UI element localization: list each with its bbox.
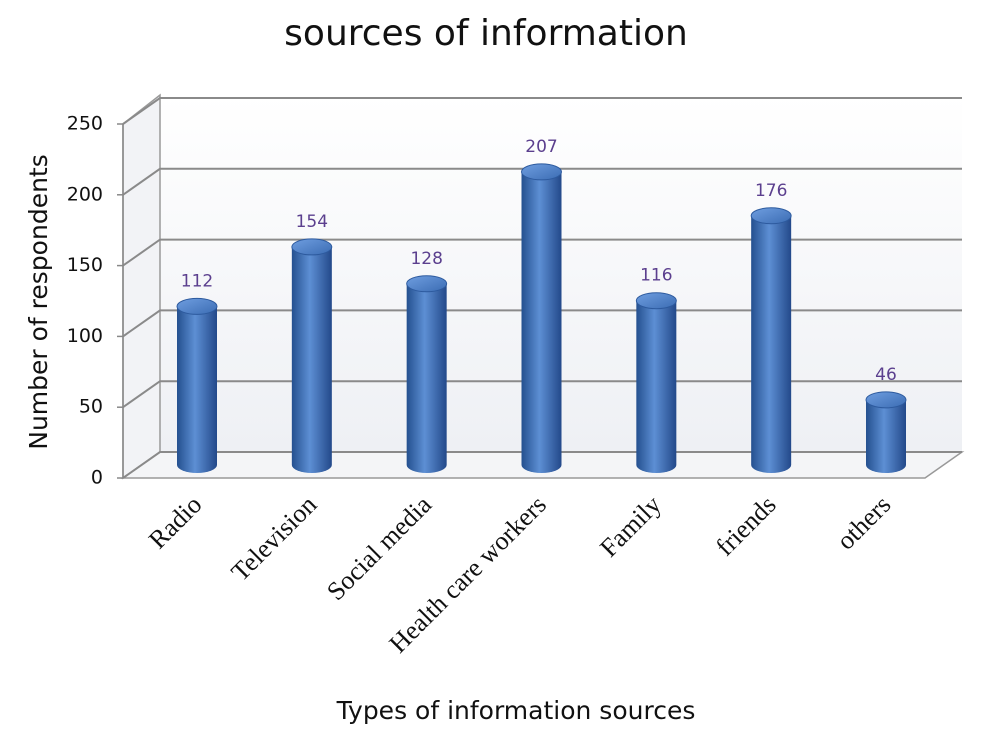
grid-line <box>122 309 962 338</box>
x-tick-label: Radio <box>143 490 207 554</box>
x-tick-label: others <box>831 490 896 555</box>
bar <box>866 399 906 473</box>
grid-line <box>122 167 962 196</box>
y-tick-label: 50 <box>79 396 103 418</box>
bar <box>751 215 792 473</box>
bar-cap <box>635 292 677 310</box>
grid: 0 50 100 150 200 250 <box>67 97 962 489</box>
bar <box>636 300 677 473</box>
grid-line <box>122 238 962 267</box>
bar <box>521 171 562 473</box>
value-label: 128 <box>410 249 442 269</box>
side-wall <box>122 93 161 480</box>
bar-cap <box>176 297 218 315</box>
value-label: 112 <box>181 271 213 291</box>
value-label: 154 <box>296 212 328 232</box>
bar-cap <box>750 207 792 225</box>
bar-cap <box>521 163 562 181</box>
x-tick-label: Television <box>225 490 322 587</box>
grid-line <box>122 97 962 125</box>
y-tick-label: 150 <box>67 254 103 276</box>
bar-cap <box>865 391 907 409</box>
value-label: 46 <box>875 365 897 385</box>
y-tick-label: 100 <box>67 325 103 347</box>
bar <box>291 246 332 473</box>
chart-title: sources of information <box>284 13 688 54</box>
bar <box>406 283 447 473</box>
x-axis-title: Types of information sources <box>336 696 696 725</box>
y-axis-title: Number of respondents <box>24 154 53 449</box>
grid-line <box>122 451 962 479</box>
y-tick-label: 250 <box>67 113 103 135</box>
bar-cap <box>291 238 333 256</box>
value-label: 176 <box>755 181 787 201</box>
value-label: 116 <box>640 266 672 286</box>
y-tick-label: 0 <box>91 467 103 489</box>
bar <box>177 306 217 473</box>
x-tick-label: Family <box>594 490 667 563</box>
grid-line <box>122 380 962 409</box>
value-label: 207 <box>525 137 557 157</box>
x-tick-label: Social media <box>321 490 437 606</box>
bar-cap <box>406 275 448 293</box>
y-tick-label: 200 <box>67 183 103 205</box>
x-tick-label: friends <box>710 490 782 562</box>
